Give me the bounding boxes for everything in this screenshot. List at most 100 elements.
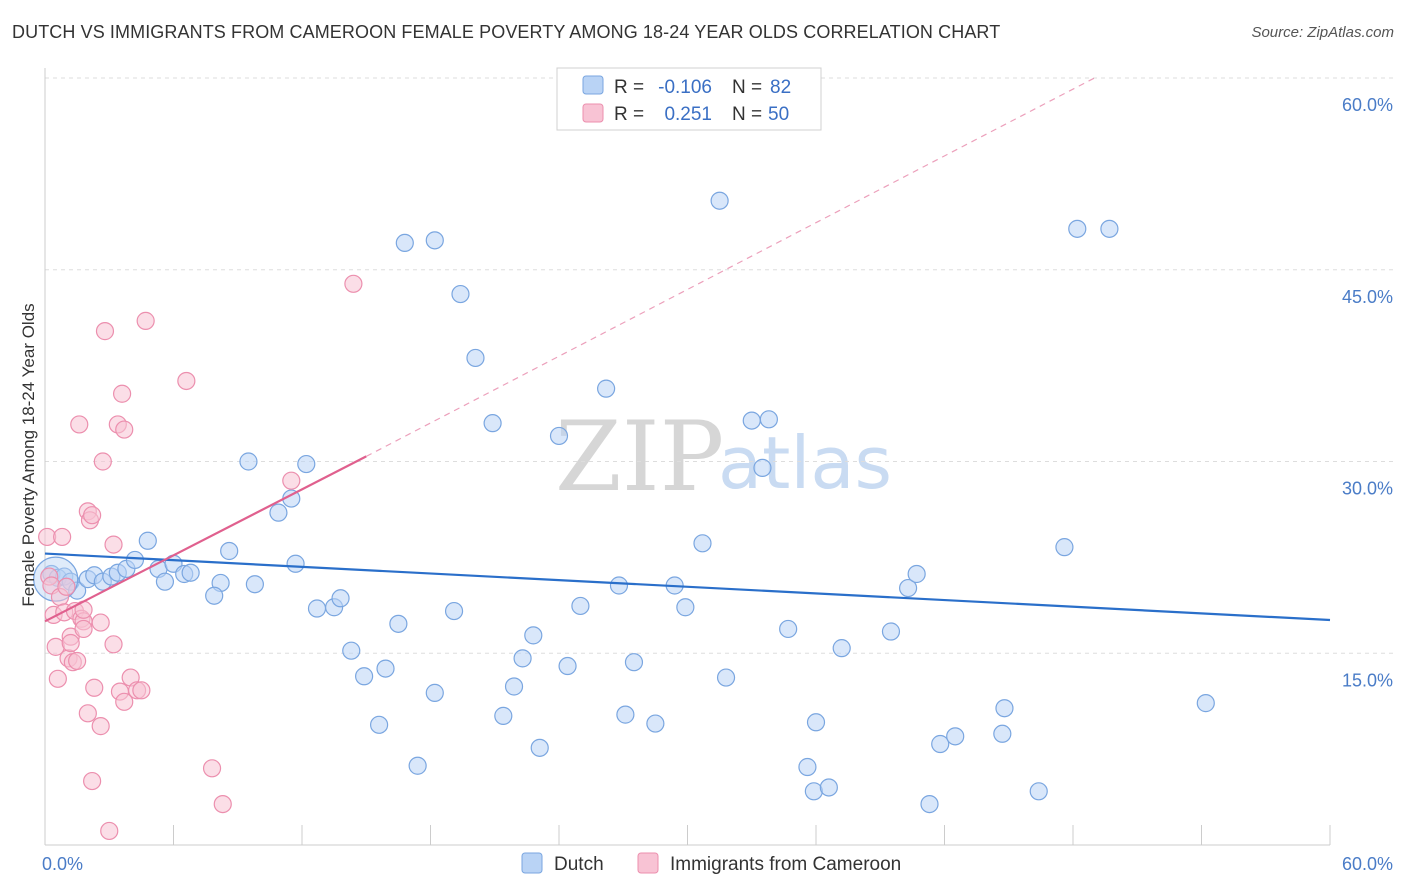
chart-source: Source: ZipAtlas.com	[1251, 24, 1394, 41]
cameroon-point	[115, 420, 134, 439]
dutch-point	[220, 541, 239, 561]
y-tick-label: 30.0%	[1342, 479, 1393, 499]
dutch-point	[342, 641, 361, 660]
dutch-point	[524, 626, 543, 645]
dutch-point	[355, 667, 374, 686]
dutch-point	[597, 379, 616, 398]
y-axis-label: Female Poverty Among 18-24 Year Olds	[19, 303, 38, 606]
dutch-point	[946, 727, 965, 746]
watermark-zip: ZIP	[555, 401, 724, 513]
chart-title: DUTCH VS IMMIGRANTS FROM CAMEROON FEMALE…	[12, 22, 1001, 42]
dutch-point	[466, 348, 485, 368]
cameroon-trend-extension	[365, 77, 1095, 457]
dutch-point	[444, 601, 464, 621]
dutch-point	[832, 639, 851, 658]
dutch-point	[181, 563, 200, 582]
grid-lines	[45, 77, 1395, 654]
dutch-point	[408, 756, 427, 775]
cameroon-point	[213, 794, 232, 814]
dutch-point	[370, 715, 389, 734]
dutch-point	[646, 714, 665, 733]
cameroon-point	[83, 771, 102, 791]
cameroon-point	[74, 619, 93, 639]
dutch-point	[804, 782, 823, 801]
dutch-point	[239, 452, 258, 471]
dutch-point	[1055, 538, 1074, 557]
dutch-point	[993, 724, 1012, 743]
dutch-point	[331, 589, 350, 608]
dutch-point	[779, 619, 798, 639]
dutch-point	[907, 564, 926, 584]
cameroon-point	[93, 452, 112, 471]
series-legend-swatch-dutch[interactable]	[521, 852, 543, 874]
cameroon-point	[104, 635, 123, 654]
dutch-point	[753, 458, 772, 477]
dutch-point	[571, 596, 590, 616]
tick-labels: 15.0% 30.0% 45.0% 60.0% 0.0% 60.0%	[42, 95, 1393, 874]
dutch-point	[881, 622, 901, 641]
cameroon-point	[100, 821, 119, 841]
dutch-point	[504, 677, 524, 696]
series-legend: Dutch Immigrants from Cameroon	[521, 852, 901, 875]
dutch-point	[395, 233, 414, 253]
series-legend-label-cameroon[interactable]: Immigrants from Cameroon	[670, 854, 901, 875]
cameroon-point	[104, 535, 123, 554]
dutch-point	[558, 656, 577, 676]
watermark: ZIP atlas	[555, 401, 892, 513]
cameroon-point	[53, 527, 72, 547]
dutch-point	[920, 794, 939, 814]
series-legend-swatch-cameroon[interactable]	[637, 852, 659, 874]
cameroon-point	[202, 759, 222, 778]
legend-swatch-cameroon	[582, 103, 604, 123]
dutch-points	[33, 191, 1215, 814]
dutch-point	[624, 653, 644, 672]
trend-lines	[44, 77, 1331, 623]
dutch-point	[389, 614, 408, 633]
cameroon-point	[78, 704, 97, 723]
dutch-point	[1100, 219, 1119, 238]
dutch-point	[513, 649, 532, 668]
y-tick-label: 15.0%	[1342, 670, 1393, 690]
dutch-point	[269, 503, 288, 522]
dutch-point	[931, 734, 950, 754]
cameroon-point	[282, 471, 301, 490]
cameroon-point	[112, 384, 132, 403]
dutch-point	[205, 586, 224, 605]
cameroon-point	[68, 651, 87, 671]
dutch-point	[995, 699, 1014, 718]
dutch-point	[609, 576, 629, 595]
cameroon-point	[91, 717, 110, 736]
dutch-point	[798, 757, 817, 777]
legend-n-label-2: N =	[732, 104, 762, 125]
cameroon-point	[136, 311, 155, 330]
dutch-point	[286, 554, 305, 573]
series-legend-label-dutch[interactable]: Dutch	[554, 854, 604, 875]
dutch-point	[155, 572, 175, 591]
cameroon-trend-line	[44, 455, 367, 623]
dutch-point	[549, 426, 569, 446]
dutch-point	[1196, 694, 1215, 713]
dutch-point	[716, 668, 736, 687]
legend-n-label-1: N =	[732, 77, 762, 98]
cameroon-point	[344, 274, 363, 293]
dutch-point	[819, 778, 838, 797]
cameroon-point	[177, 371, 196, 391]
dutch-point	[710, 191, 729, 210]
dutch-point	[1029, 782, 1048, 801]
dutch-point	[245, 575, 264, 594]
legend-swatch-dutch	[582, 75, 604, 95]
dutch-trend-line	[44, 552, 1331, 622]
x-tick-label: 60.0%	[1342, 854, 1393, 874]
dutch-point	[494, 706, 513, 725]
y-tick-label: 45.0%	[1342, 287, 1393, 307]
cameroon-point	[85, 678, 104, 697]
cameroon-point	[57, 577, 76, 596]
dutch-point	[425, 231, 444, 250]
dutch-point	[806, 713, 826, 732]
cameroon-point	[83, 506, 102, 525]
cameroon-point	[132, 681, 151, 700]
cameroon-point	[70, 415, 89, 434]
legend-n-value-2: 50	[768, 104, 789, 125]
cameroon-point	[48, 669, 67, 688]
